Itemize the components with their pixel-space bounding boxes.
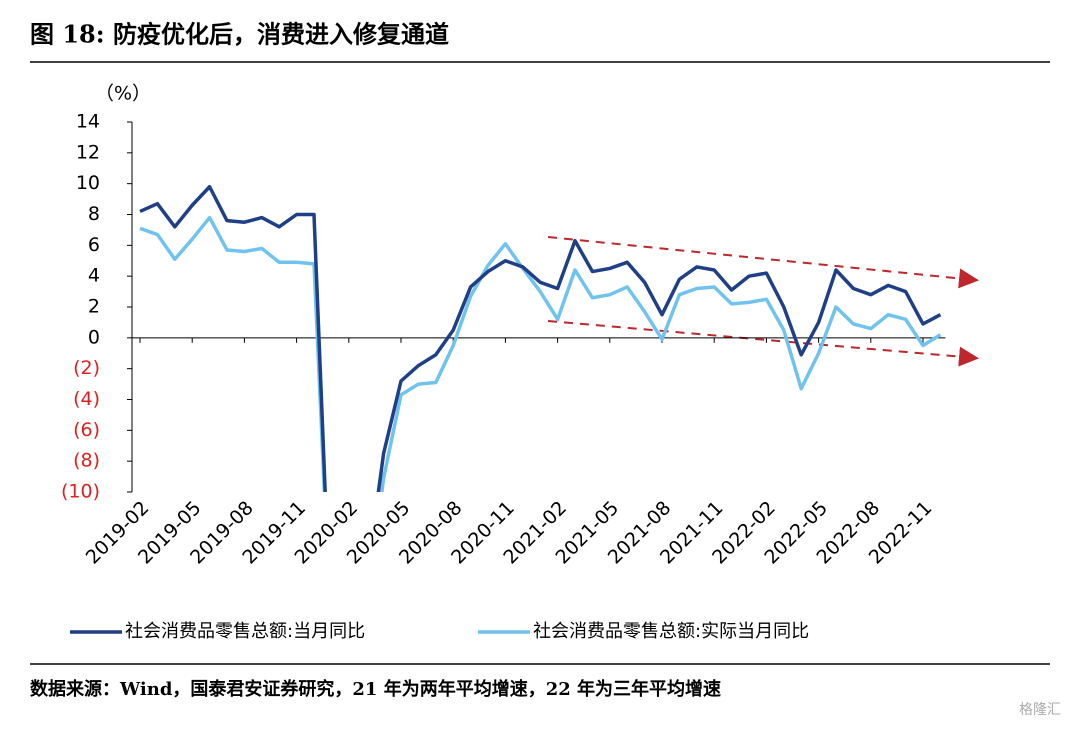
y-tick-label: (2): [73, 357, 100, 379]
watermark: 格隆汇: [1019, 702, 1061, 718]
y-tick-label: 4: [88, 265, 100, 287]
y-tick-label: (8): [73, 450, 100, 472]
unit-label: （%）: [95, 83, 151, 105]
trend-arrow: [547, 236, 979, 289]
series-line: [139, 185, 942, 492]
y-tick-label: 6: [88, 234, 100, 256]
legend-label: 社会消费品零售总额:实际当月同比: [533, 621, 809, 642]
y-tick-label: (4): [73, 388, 100, 410]
chart-title: 图 18: 防疫优化后，消费进入修复通道: [30, 20, 449, 49]
source: 数据来源：Wind，国泰君安证券研究，21 年为两年平均增速，22 年为三年平均…: [30, 678, 721, 700]
y-tick-label: 14: [76, 111, 100, 133]
series-line: [139, 215, 942, 492]
y-tick-label: 12: [76, 141, 100, 163]
y-tick-label: 8: [88, 203, 100, 225]
y-tick-label: (10): [61, 481, 100, 503]
legend-label: 社会消费品零售总额:当月同比: [125, 621, 365, 642]
y-tick-label: 2: [88, 296, 100, 318]
trend-arrow: [547, 320, 979, 367]
y-tick-label: (6): [73, 419, 100, 441]
plot-area: [139, 185, 942, 492]
y-tick-label: 0: [88, 326, 100, 348]
y-tick-label: 10: [76, 172, 100, 194]
